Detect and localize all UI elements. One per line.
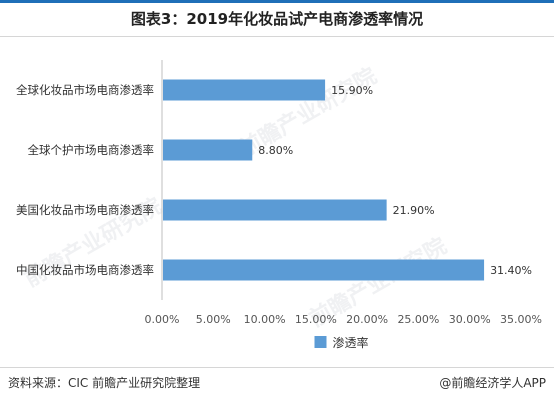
category-label: 全球个护市场电商渗透率 — [28, 143, 155, 157]
chart-title: 图表3：2019年化妆品试产电商渗透率情况 — [130, 10, 424, 28]
brand-credit: @前瞻经济学人APP — [439, 376, 546, 390]
value-label: 15.90% — [331, 84, 373, 97]
x-tick-label: 5.00% — [196, 313, 231, 326]
value-label: 31.40% — [490, 264, 532, 277]
bar — [163, 79, 326, 101]
category-label: 全球化妆品市场电商渗透率 — [16, 83, 154, 97]
x-tick-label: 35.00% — [500, 313, 542, 326]
x-tick-label: 15.00% — [295, 313, 337, 326]
x-tick-label: 10.00% — [244, 313, 286, 326]
x-tick-label: 30.00% — [449, 313, 491, 326]
category-label: 美国化妆品市场电商渗透率 — [16, 203, 154, 217]
bar — [163, 139, 253, 161]
legend-swatch — [314, 336, 327, 348]
top-accent-rule — [0, 0, 554, 3]
bar — [163, 199, 387, 221]
title-divider — [0, 36, 554, 37]
x-tick-label: 20.00% — [346, 313, 388, 326]
footer-divider — [0, 367, 554, 368]
bar-chart: 0.00% 5.00% 10.00% 15.00% 20.00% 25.00% 30.00%… — [16, 60, 542, 350]
source-note: 资料来源：CIC 前瞻产业研究院整理 — [8, 376, 201, 390]
x-tick-label: 25.00% — [397, 313, 439, 326]
bar — [163, 259, 485, 281]
legend-label: 渗透率 — [333, 335, 369, 350]
value-label: 8.80% — [258, 144, 293, 157]
x-tick-label: 0.00% — [145, 313, 180, 326]
category-label: 中国化妆品市场电商渗透率 — [16, 263, 154, 277]
value-label: 21.90% — [393, 204, 435, 217]
